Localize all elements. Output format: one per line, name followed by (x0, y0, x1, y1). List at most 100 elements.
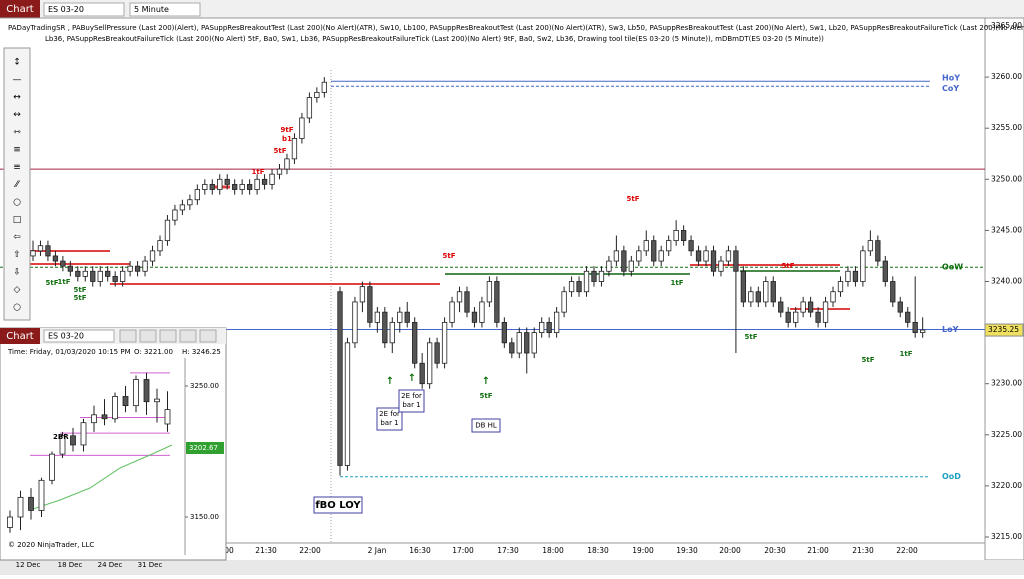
candle-body (80, 422, 87, 446)
mini-instrument: ES 03-20 (48, 332, 84, 341)
mini-button[interactable] (199, 329, 217, 343)
toolbar (0, 0, 1024, 18)
candle-body (321, 81, 327, 93)
interval-box[interactable] (129, 2, 201, 17)
y-tick-label: 3220.00 (991, 481, 1022, 490)
candle-body (90, 270, 96, 282)
candle-body (232, 184, 238, 190)
red-tag: 5tF (627, 195, 640, 203)
x-tick-label: 18:00 (542, 546, 564, 555)
instrument: ES 03-20 (48, 5, 84, 14)
candle-body (628, 260, 634, 272)
candle-body (651, 240, 657, 262)
green-tag: 1tF (58, 278, 71, 286)
candle-body (837, 281, 844, 293)
candle-body (748, 291, 754, 303)
candle-body (75, 270, 81, 277)
mini-copyright: © 2020 NinjaTrader, LLC (8, 541, 94, 549)
candle-body (37, 245, 44, 252)
candle-body (867, 240, 874, 252)
candle-body (434, 342, 440, 364)
note-text: 2E for bar 1 (401, 392, 422, 409)
candle-body (568, 281, 575, 293)
mini-button[interactable] (119, 329, 137, 343)
candle-body (142, 260, 148, 272)
candle-body (822, 301, 829, 323)
mini-average (29, 444, 173, 511)
x-tick-label: 21:30 (852, 546, 874, 555)
candle-body (494, 281, 500, 323)
candle-body (172, 209, 178, 221)
candle-body (164, 409, 171, 425)
candle-body (598, 270, 605, 282)
x-tick-label: 2 Jan (368, 546, 387, 555)
mini-tab[interactable] (0, 328, 40, 344)
candle-body (143, 379, 150, 403)
candle-body (576, 281, 582, 293)
mini-instrument-box[interactable] (43, 329, 115, 343)
candle-body (920, 329, 926, 334)
mini-button[interactable] (139, 329, 157, 343)
candle-body (112, 275, 118, 282)
candle-body (785, 311, 791, 323)
candle-body (59, 435, 66, 455)
mini-button[interactable] (159, 329, 177, 343)
candle-body (845, 270, 851, 282)
candle-body (246, 184, 253, 190)
tool-icon: — (13, 75, 22, 85)
candle-body (830, 291, 836, 303)
candle-body (680, 229, 687, 242)
candle-body (793, 311, 799, 323)
x-tick-label: 18:30 (587, 546, 609, 555)
candle-body (464, 291, 470, 313)
red-tag: 1tF (252, 168, 265, 176)
interval: 5 Minute (134, 5, 169, 14)
candle-body (30, 250, 36, 257)
candle-body (276, 168, 283, 175)
tool-icon: ◇ (14, 285, 21, 295)
candle-body (479, 301, 485, 323)
mini-y-label: 3250.00 (190, 382, 219, 390)
candle-body (60, 260, 66, 267)
tool-icon: ⁄⁄ (13, 180, 21, 190)
candle-body (703, 250, 709, 262)
candle-body (695, 250, 702, 262)
green-tag: 1tF (900, 350, 913, 358)
candle-body (404, 311, 410, 323)
note-box (398, 389, 425, 413)
candle-body (67, 265, 73, 272)
candle-body (367, 286, 373, 323)
candle-body (359, 286, 366, 303)
candle-body (539, 321, 545, 334)
candle-body (284, 158, 290, 170)
level-label: OoW (942, 263, 963, 272)
candle-body (154, 398, 160, 403)
y-tick-label: 3245.00 (991, 225, 1022, 234)
candle-body (583, 270, 590, 293)
y-tick-label: 3255.00 (991, 123, 1022, 132)
note-text: fBO LOY (315, 500, 361, 511)
tool-icon: ↔ (13, 110, 21, 120)
tool-icon: ⇧ (13, 250, 21, 260)
candle-body (194, 189, 200, 201)
level-label: CoY (942, 84, 959, 93)
tool-icon: ↔ (13, 93, 21, 103)
mini-x-label: 31 Dec (138, 561, 163, 569)
candle-body (815, 311, 821, 323)
y-tick-label: 3265.00 (991, 21, 1022, 30)
mini-x-label: 24 Dec (98, 561, 123, 569)
mini-button[interactable] (179, 329, 197, 343)
candle-body (755, 291, 761, 303)
tool-icon: ≡ (13, 145, 21, 155)
mini-y-label: 3150.00 (190, 513, 219, 521)
red-tag: b1 (282, 135, 292, 143)
candle-body (45, 245, 51, 257)
instrument-box[interactable] (43, 2, 125, 17)
chart-tab[interactable] (0, 0, 40, 18)
y-tick-label: 3240.00 (991, 277, 1022, 286)
mini-open: O: 3221.00 (134, 348, 173, 356)
candle-body (770, 281, 776, 303)
candle-body (202, 184, 208, 190)
green-tag: 1tF (671, 279, 684, 287)
